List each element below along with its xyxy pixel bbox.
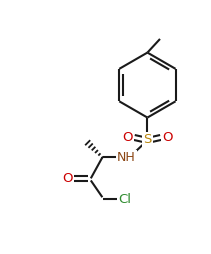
Text: O: O: [162, 131, 173, 144]
Text: S: S: [143, 133, 152, 146]
Text: Cl: Cl: [118, 193, 131, 206]
Text: O: O: [122, 131, 133, 144]
Text: O: O: [62, 172, 72, 185]
Text: NH: NH: [117, 151, 136, 164]
